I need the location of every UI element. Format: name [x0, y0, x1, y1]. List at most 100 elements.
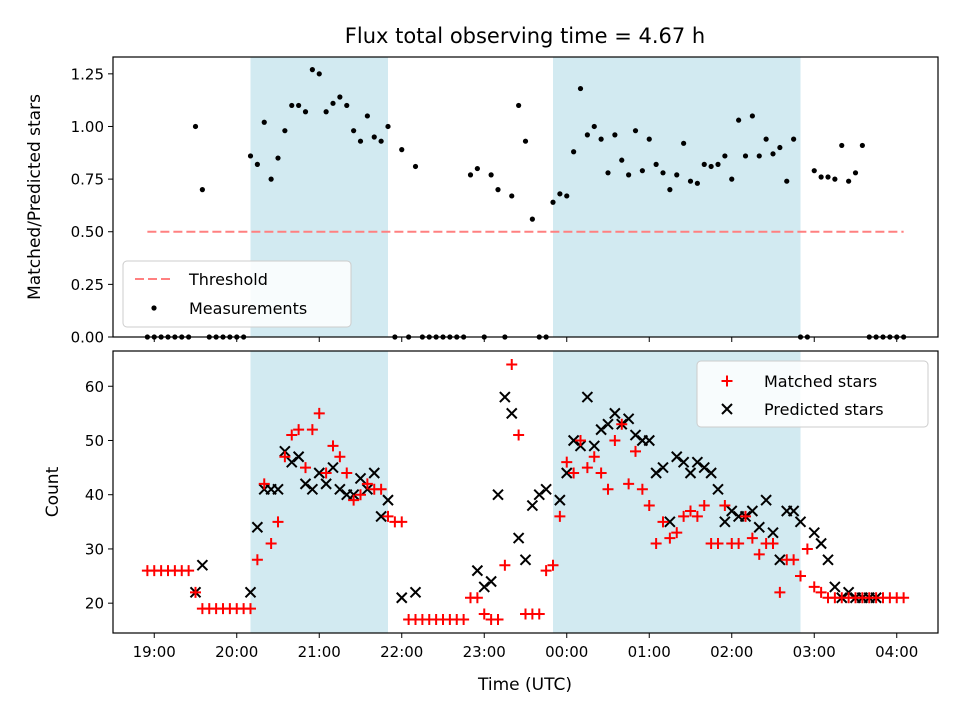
x-tick-label: 20:00 [215, 643, 258, 661]
measurement-point [660, 170, 666, 176]
matched-point [547, 559, 559, 571]
predicted-point [726, 505, 738, 517]
legend-predicted-swatch [721, 403, 733, 415]
predicted-point [471, 564, 484, 577]
measurement-point [722, 153, 728, 159]
measurement-point [791, 136, 797, 142]
predicted-point [540, 483, 552, 495]
measurement-point [571, 149, 577, 155]
predicted-point [787, 505, 800, 517]
ratio-panel-frame [112, 56, 939, 338]
predicted-point [808, 526, 820, 539]
x-tick-label: 01:00 [628, 643, 671, 661]
predicted-point [691, 456, 704, 468]
y-tick-label: 40 [85, 486, 104, 504]
predicted-point [698, 461, 710, 474]
predicted-point [286, 456, 298, 468]
predicted-point [327, 461, 339, 474]
predicted-point [251, 521, 264, 533]
predicted-point [306, 483, 319, 495]
measurement-point [474, 165, 480, 172]
measurement-point [426, 334, 432, 340]
measurement-point [351, 128, 357, 134]
measurement-point [646, 136, 652, 142]
measurement-point [667, 187, 673, 193]
matched-point [581, 462, 593, 474]
measurement-point [626, 172, 632, 178]
y-tick-label: 1.00 [71, 118, 104, 136]
measurement-point [282, 128, 288, 134]
matched-point [795, 570, 806, 582]
measurement-point [192, 123, 199, 130]
measurement-point [406, 334, 412, 340]
predicted-point [382, 494, 394, 506]
matched-point [245, 603, 256, 615]
matched-point [753, 548, 765, 560]
predicted-point [671, 451, 683, 463]
matched-point [767, 538, 779, 550]
measurement-point [729, 176, 735, 182]
predicted-point [244, 586, 257, 599]
count-panel: Count Time (UTC) 19:00 20:00 21:00 22:00 23:… [43, 350, 939, 695]
measurement-point [179, 334, 185, 340]
measurement-point [653, 161, 659, 167]
matched-point [306, 424, 318, 436]
matched-point [458, 613, 470, 625]
matched-point [286, 429, 298, 441]
predicted-point [588, 440, 600, 452]
measurement-point [399, 147, 405, 153]
predicted-point [767, 526, 779, 539]
measurement-point [296, 102, 302, 109]
measurement-point [186, 334, 192, 340]
measurement-point [357, 138, 364, 144]
matched-point [588, 451, 600, 463]
legend-box [696, 360, 929, 428]
measurement-point [873, 334, 879, 340]
predicted-point [506, 407, 518, 420]
measurement-point [454, 334, 460, 340]
measurement-point [378, 138, 384, 144]
measurement-point [213, 334, 219, 340]
matched-point [183, 565, 195, 577]
predicted-point [478, 581, 490, 593]
ratio-panel: Matched/Predicted stars 0.00 0.25 0.50 0.75… [25, 56, 939, 347]
matched-point [678, 510, 690, 522]
matched-point [361, 478, 373, 490]
matched-point [671, 527, 683, 539]
predicted-point [299, 478, 312, 490]
matched-point [774, 586, 786, 598]
legend-box [122, 260, 352, 328]
measurement-point [742, 153, 749, 159]
measurement-point [385, 123, 391, 130]
predicted-point [677, 456, 690, 468]
matched-point [478, 608, 490, 620]
predicted-point [581, 391, 594, 403]
measurement-point [172, 334, 178, 340]
matched-point [313, 407, 325, 419]
predicted-point [622, 413, 635, 425]
predicted-point [313, 467, 325, 479]
measurement-point [234, 334, 240, 340]
measurement-point [447, 334, 453, 340]
matched-point [327, 440, 339, 452]
measurement-point [901, 334, 907, 340]
measurement-point [289, 102, 295, 109]
predicted-point [485, 575, 497, 588]
predicted-point [760, 494, 772, 506]
measurement-point [825, 174, 831, 180]
predicted-point [334, 483, 346, 495]
matched-point [657, 516, 669, 528]
matched-point [279, 451, 291, 463]
predicted-point [829, 581, 841, 593]
measurement-point [261, 119, 267, 125]
measurement-point [804, 334, 810, 340]
matched-point [265, 538, 277, 550]
measurement-point [227, 334, 233, 340]
measurement-point [708, 163, 714, 170]
y-tick-label: 20 [85, 595, 104, 613]
predicted-point [196, 559, 209, 571]
x-tick-label: 03:00 [793, 643, 836, 661]
observing-interval-band [553, 57, 801, 337]
measurement-point [811, 168, 817, 174]
